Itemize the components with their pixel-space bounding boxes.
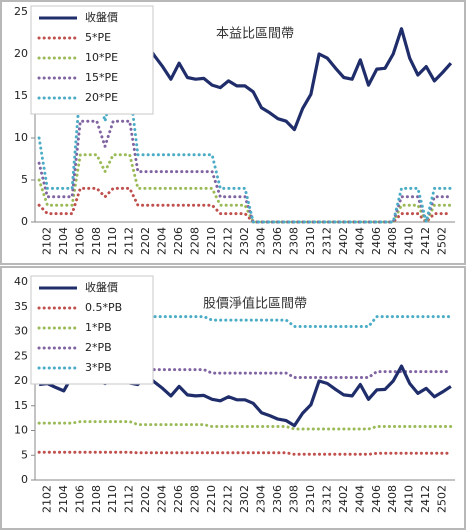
x-tick-label: 2202	[139, 227, 152, 255]
y-tick-label: 20	[14, 47, 28, 60]
y-tick-label: 0	[21, 215, 28, 228]
y-tick-label: 5	[21, 173, 28, 186]
x-tick-label: 2502	[436, 227, 449, 255]
x-tick-label: 2212	[222, 227, 235, 255]
x-tick-label: 2302	[238, 227, 251, 255]
x-tick-label: 2204	[156, 485, 169, 513]
y-tick-label: 5	[21, 448, 28, 461]
x-tick-label: 2410	[403, 485, 416, 513]
x-tick-label: 2410	[403, 227, 416, 255]
legend-label: 15*PE	[85, 71, 118, 84]
legend-box	[30, 5, 154, 115]
y-tick-label: 25	[14, 5, 28, 18]
y-tick-label: 20	[14, 374, 28, 387]
x-tick-label: 2304	[254, 227, 267, 255]
x-tick-label: 2306	[271, 227, 284, 255]
x-tick-label: 2412	[419, 485, 432, 513]
legend-label: 收盤價	[85, 10, 118, 24]
y-tick-label: 35	[14, 300, 28, 313]
x-tick-label: 2502	[436, 485, 449, 513]
x-tick-label: 2408	[386, 227, 399, 255]
legend-label: 收盤價	[85, 280, 118, 294]
x-tick-label: 2402	[337, 485, 350, 513]
series-line	[37, 310, 453, 328]
x-tick-label: 2106	[73, 227, 86, 255]
x-tick-label: 2208	[189, 227, 202, 255]
x-tick-label: 2210	[205, 485, 218, 513]
legend-label: 5*PE	[85, 31, 111, 44]
x-tick-label: 2204	[156, 227, 169, 255]
x-tick-label: 2408	[386, 485, 399, 513]
y-tick-label: 15	[14, 89, 28, 102]
legend-label: 20*PE	[85, 91, 118, 104]
x-tick-label: 2210	[205, 227, 218, 255]
y-tick-label: 10	[14, 131, 28, 144]
y-tick-label: 40	[14, 275, 28, 288]
x-tick-label: 2104	[57, 485, 70, 513]
y-tick-label: 0	[21, 473, 28, 486]
legend-label: 2*PB	[85, 341, 112, 354]
x-tick-label: 2402	[337, 227, 350, 255]
x-tick-label: 2404	[353, 485, 366, 513]
x-tick-label: 2308	[287, 227, 300, 255]
x-tick-label: 2202	[139, 485, 152, 513]
x-tick-label: 2102	[40, 485, 53, 513]
series-line	[37, 119, 453, 224]
y-tick-label: 10	[14, 424, 28, 437]
x-tick-label: 2112	[123, 485, 136, 513]
x-tick-label: 2106	[73, 485, 86, 513]
x-tick-label: 2304	[254, 485, 267, 513]
x-tick-label: 2212	[222, 485, 235, 513]
x-tick-label: 2312	[320, 485, 333, 513]
x-tick-label: 2108	[90, 227, 103, 255]
y-tick-label: 25	[14, 349, 28, 362]
x-tick-label: 2412	[419, 227, 432, 255]
x-tick-label: 2206	[172, 485, 185, 513]
x-tick-label: 2302	[238, 485, 251, 513]
x-tick-label: 2112	[123, 227, 136, 255]
legend-label: 10*PE	[85, 51, 118, 64]
x-tick-label: 2206	[172, 227, 185, 255]
x-tick-label: 2406	[370, 227, 383, 255]
y-tick-label: 15	[14, 399, 28, 412]
x-tick-label: 2404	[353, 227, 366, 255]
chart-title: 本益比區間帶	[216, 27, 294, 42]
x-tick-label: 2312	[320, 227, 333, 255]
legend-label: 0.5*PB	[85, 301, 122, 314]
series-line	[37, 186, 453, 224]
x-tick-label: 2110	[106, 485, 119, 513]
legend-label: 1*PB	[85, 321, 112, 334]
x-tick-label: 2310	[304, 485, 317, 513]
series-line	[37, 153, 453, 224]
legend-box	[30, 275, 154, 385]
chart-title: 股價淨值比區間帶	[203, 296, 307, 312]
x-tick-label: 2310	[304, 227, 317, 255]
series-line	[37, 362, 453, 379]
x-tick-label: 2110	[106, 227, 119, 255]
x-tick-label: 2108	[90, 485, 103, 513]
x-tick-label: 2104	[57, 227, 70, 255]
y-tick-label: 30	[14, 325, 28, 338]
x-tick-label: 2208	[189, 485, 202, 513]
x-tick-label: 2406	[370, 485, 383, 513]
legend-label: 3*PB	[85, 361, 112, 374]
x-tick-label: 2102	[40, 227, 53, 255]
x-tick-label: 2308	[287, 485, 300, 513]
x-tick-label: 2306	[271, 485, 284, 513]
